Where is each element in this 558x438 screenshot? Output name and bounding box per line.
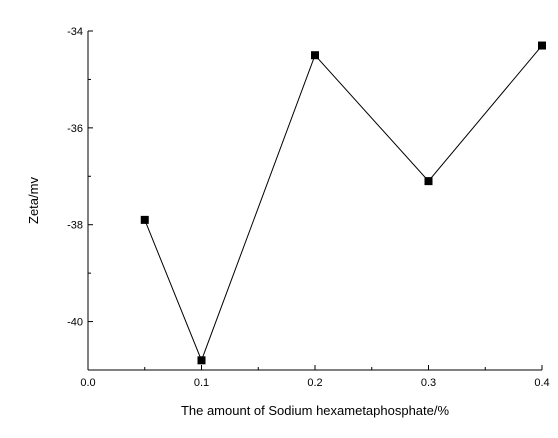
axes <box>87 31 542 371</box>
data-point-marker <box>311 51 319 60</box>
x-tick-label: 0.3 <box>421 377 436 389</box>
x-tick-label: 0.4 <box>534 377 549 389</box>
ticks <box>87 30 543 371</box>
x-tick-label: 0.0 <box>80 377 95 389</box>
y-tick-label: -38 <box>67 220 83 232</box>
data-point-marker <box>197 356 206 365</box>
y-axis-title: Zeta/mv <box>26 177 41 224</box>
series-line <box>144 45 543 362</box>
x-axis-title: The amount of Sodium hexametaphosphate/% <box>181 403 450 418</box>
y-tick-label: -36 <box>67 123 83 135</box>
x-tick-label: 0.1 <box>194 377 209 389</box>
data-point-marker <box>538 41 546 50</box>
y-tick-label: -40 <box>67 317 83 329</box>
x-tick-label: 0.2 <box>307 377 322 389</box>
data-point-marker <box>424 177 433 186</box>
tick-labels: 0.0 0.1 0.2 0.3 0.4 -40 -38 -36 -34 <box>67 26 550 389</box>
y-tick-label: -34 <box>67 26 83 38</box>
series <box>140 41 546 365</box>
data-point-marker <box>140 215 149 224</box>
